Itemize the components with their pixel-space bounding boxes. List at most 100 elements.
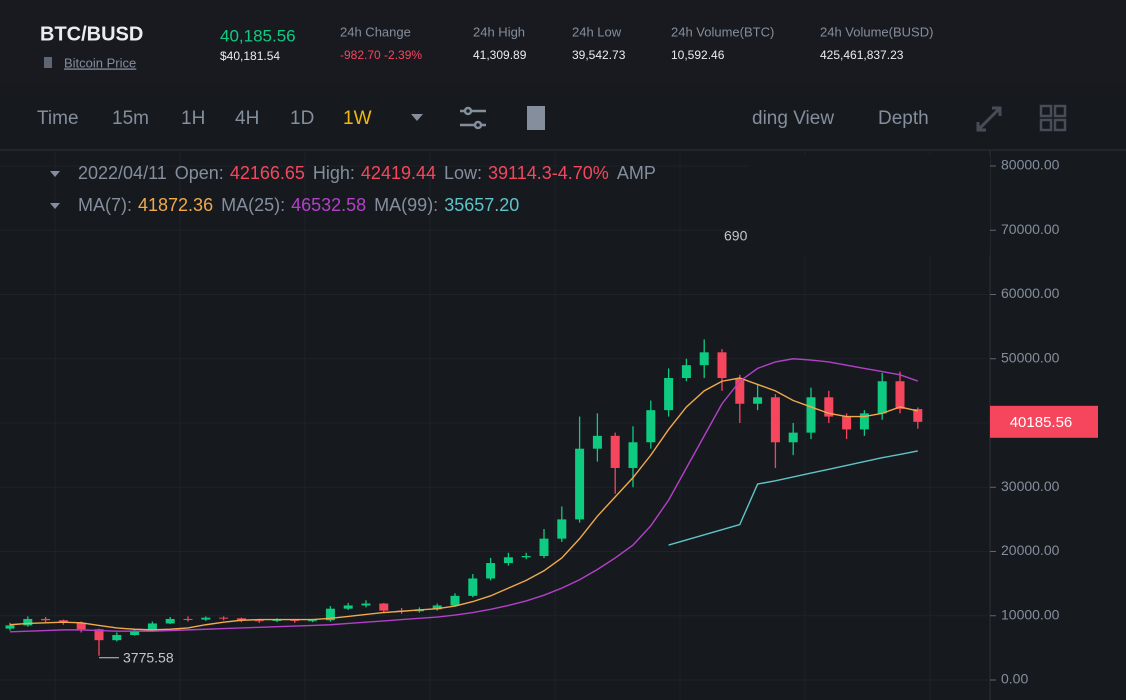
candle-body: [788, 432, 798, 443]
legend-item: 39114.3: [488, 163, 552, 183]
stat-label: 24h Volume(BUSD): [820, 24, 933, 39]
legend-item: 41872.36: [138, 195, 213, 215]
candle-body: [557, 519, 567, 539]
candle-body: [521, 555, 531, 558]
legend-mask: [750, 155, 990, 255]
candle-body: [147, 623, 157, 632]
last-price-usd: $40,181.54: [220, 49, 280, 63]
candle-body: [361, 603, 371, 606]
candle-body: [112, 635, 122, 641]
price-tag: [990, 405, 1098, 438]
legend-item: MA(99):: [374, 195, 438, 215]
candle-body: [236, 618, 246, 621]
ma-line: [9, 377, 918, 631]
candle-body: [41, 618, 51, 621]
candle-body: [681, 365, 691, 379]
candle-body: [183, 618, 193, 620]
interval[interactable]: 1W: [343, 108, 372, 129]
candle-body: [913, 409, 923, 422]
candle-body: [592, 435, 602, 449]
stat-value: 41,309.89: [473, 48, 527, 62]
candle-body: [539, 538, 549, 556]
candle-body: [486, 563, 496, 579]
stat-label: 24h Change: [340, 24, 411, 39]
candle-body: [254, 620, 264, 622]
candle-body: [379, 603, 389, 611]
stat-label: 24h High: [473, 24, 525, 39]
legend-caret[interactable]: [50, 203, 60, 209]
legend-item: MA(25):: [221, 195, 285, 215]
icon: [44, 57, 52, 68]
legend-item: 2022/04/11: [78, 163, 167, 183]
grid-icon[interactable]: [1039, 104, 1067, 132]
y-tick-label: 80000.00: [1001, 157, 1060, 173]
candle-body: [770, 397, 780, 443]
stat-value: 10,592.46: [671, 48, 725, 62]
stat-value: 39,542.73: [572, 48, 626, 62]
interval[interactable]: 1H: [181, 108, 205, 129]
interval[interactable]: Time: [37, 108, 79, 129]
legend-item: 35657.20: [444, 195, 519, 215]
stat-label: 24h Volume(BTC): [671, 24, 774, 39]
candle-body: [5, 625, 15, 629]
legend-item: MA(7):: [78, 195, 132, 215]
caret[interactable]: [411, 114, 423, 121]
candle-body: [610, 435, 620, 468]
interval[interactable]: 4H: [235, 108, 259, 129]
expand-icon[interactable]: [976, 106, 1002, 132]
candle-body: [895, 381, 905, 409]
ma-line: [9, 358, 919, 633]
low-label: 3775.58: [123, 649, 174, 665]
candle-body: [699, 352, 709, 366]
candle-body: [468, 578, 478, 596]
ma-legend: MA(7): 41872.36 MA(25): 46532.58 MA(99): 3565…: [78, 195, 519, 215]
candle-body: [76, 622, 86, 630]
y-tick-label: 70000.00: [1001, 221, 1060, 237]
interval[interactable]: 1D: [290, 108, 314, 129]
y-tick-label: 30000.00: [1001, 478, 1060, 494]
candle-body: [859, 413, 869, 430]
candle-body: [165, 618, 175, 624]
y-tick-label: 10000.00: [1001, 606, 1060, 622]
y-tick-label: 20000.00: [1001, 542, 1060, 558]
candle-body: [219, 617, 229, 619]
plot: [0, 150, 990, 700]
candle-body: [23, 618, 33, 626]
y-tick-label: 0.00: [1001, 671, 1028, 687]
pair: BTC/BUSD: [40, 23, 143, 45]
header-bg: [0, 0, 1126, 85]
view-tab[interactable]: ding View: [752, 108, 834, 129]
candle-body: [824, 397, 834, 417]
candle-body: [717, 352, 727, 379]
layout-icon[interactable]: [527, 106, 545, 130]
candle-body: [628, 442, 638, 468]
last-price: 40,185.56: [220, 26, 296, 45]
legend-item: 42166.65: [230, 163, 305, 183]
legend-caret[interactable]: [50, 171, 60, 177]
link[interactable]: Bitcoin Price: [64, 55, 136, 70]
candle-body: [503, 557, 513, 564]
candle-body: [343, 605, 353, 609]
stat-value: 425,461,837.23: [820, 48, 904, 62]
candle-body: [753, 397, 763, 404]
y-tick-label: 60000.00: [1001, 285, 1060, 301]
legend-item: Low:: [444, 163, 482, 183]
candle-body: [842, 416, 852, 430]
settings-icon[interactable]: [460, 106, 486, 130]
stat-label: 24h Low: [572, 24, 622, 39]
ohlc-legend: 2022/04/11 Open: 42166.65 High: 42419.44 Low:…: [78, 163, 656, 183]
interval[interactable]: 15m: [112, 108, 149, 129]
toolbar-bg: [0, 85, 1126, 150]
candle-body: [308, 620, 318, 622]
view-tab[interactable]: Depth: [878, 108, 929, 129]
stat-value: -982.70 -2.39%: [340, 48, 422, 62]
price-tag-label: 40185.56: [1010, 414, 1073, 431]
candle-body: [735, 378, 745, 404]
candle-body: [201, 617, 211, 620]
legend-item: High:: [313, 163, 355, 183]
legend-item: 42419.44: [361, 163, 436, 183]
candle-body: [664, 378, 674, 411]
candle-body: [94, 629, 104, 641]
